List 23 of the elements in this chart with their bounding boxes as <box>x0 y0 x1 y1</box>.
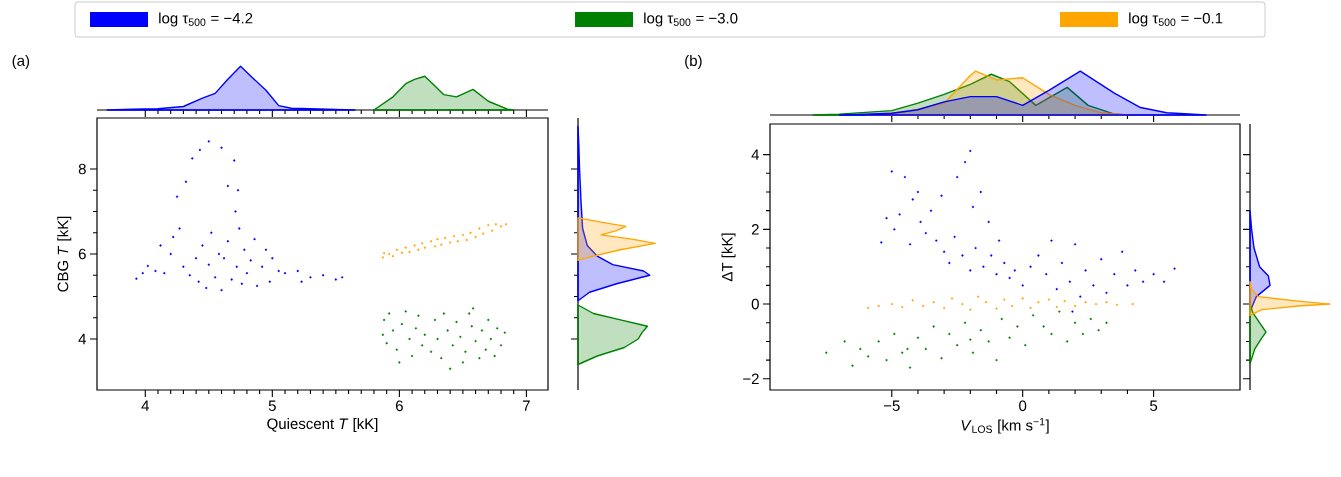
y-tick-label: 4 <box>78 333 87 345</box>
y-tick-label: 8 <box>78 163 86 175</box>
legend-label: log τ$_{500}$ = −3.0 <box>644 12 738 27</box>
y-tick-label: −2 <box>743 373 759 385</box>
x-tick-label: 0 <box>1019 400 1027 412</box>
x-axis-title: V$_{LOS}$ [km s$^{−1}$] <box>961 418 1049 434</box>
y-tick-label: 0 <box>751 298 759 310</box>
legend-label: log τ$_{500}$ = −0.1 <box>1129 12 1223 27</box>
x-tick-label: −5 <box>883 400 900 411</box>
x-tick-label: 4 <box>141 400 150 411</box>
x-tick-label: 5 <box>1150 400 1158 411</box>
text: (a) <box>12 54 30 69</box>
y-axis-title: ΔT [kK] <box>721 233 736 282</box>
y-tick-label: 4 <box>751 149 760 160</box>
y-tick-label: 6 <box>78 248 86 260</box>
text: (b) <box>685 55 702 69</box>
y-tick-label: 2 <box>751 224 759 235</box>
x-axis-title: Quiescent T [kK] <box>267 418 378 432</box>
legend-label: log τ$_{500}$ = −4.2 <box>159 12 253 27</box>
x-tick-label: 7 <box>523 400 530 411</box>
x-tick-label: 5 <box>268 400 276 411</box>
y-axis-title: CBG T [kK] <box>57 216 72 292</box>
x-tick-label: 6 <box>395 400 403 412</box>
